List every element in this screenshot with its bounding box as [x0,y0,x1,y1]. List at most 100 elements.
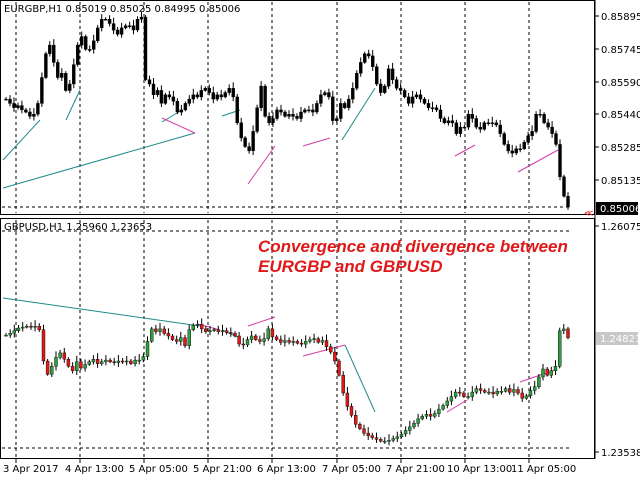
eurgbp-candle-body [562,176,566,197]
gbpusd-current-price: 1.24821 [600,334,640,345]
eurgbp-candle-body [115,29,120,35]
eurgbp-candle-body [470,113,474,119]
eurgbp-candle-body [550,126,554,134]
eurgbp-candle-body [107,19,112,24]
eurgbp-candle-body [159,90,164,104]
gbpusd-candle-body [149,328,154,342]
gbpusd-candle-body [129,360,133,364]
price-label: 0.85285 [601,143,640,154]
eurgbp-candle-body [458,126,463,134]
gbpusd-candle-body [516,389,520,394]
eurgbp-candle-body [143,16,148,80]
gbpusd-candle-body [79,361,83,369]
eurgbp-candle-body [291,113,295,117]
eurgbp-candle-body [542,113,546,123]
gbpusd-candle-body [474,388,479,393]
gbpusd-candle-body [37,326,41,331]
eurgbp-candle-body [434,107,439,111]
gbpusd-candle-body [70,366,75,371]
eurgbp-candle-body [83,36,88,50]
eurgbp-candle-body [271,118,275,124]
gbpusd-candle-body [154,328,158,332]
gbpusd-candle-body [4,334,8,337]
eurgbp-candle-body [398,88,403,91]
gbpusd-candle-body [304,341,308,345]
gbpusd-candle-body [116,360,121,363]
divergence-line [65,89,81,121]
gbpusd-candle-body [95,359,100,364]
eurgbp-candle-body [422,98,427,104]
eurgbp-candle-body [490,122,494,125]
gbpusd-candle-body [308,339,312,342]
gbpusd-candle-body [75,361,79,371]
eurgbp-candle-body [215,94,219,100]
gbpusd-candle-body [433,413,437,417]
time-label: 4 Apr 13:00 [65,464,124,475]
gbpusd-candle-body [104,359,108,363]
eurgbp-candle-body [56,62,60,78]
eurgbp-title: EURGBP,H1 0.85019 0.85025 0.84995 0.8500… [4,4,240,15]
eurgbp-candle-body [95,27,100,41]
eurgbp-candle-body [36,103,40,115]
eurgbp-candle-body [307,109,311,112]
time-label: 7 Apr 05:00 [322,464,381,475]
gbpusd-candle-body [299,342,304,345]
eurgbp-candle-body [510,150,514,154]
eurgbp-candle-body [502,133,506,145]
eurgbp-candle-body [518,148,522,150]
gbpusd-candle-body [145,341,150,357]
eurgbp-candle-body [339,103,343,119]
gbpusd-candle-body [491,391,495,395]
time-axis: 3 Apr 2017 4 Apr 13:00 5 Apr 05:00 5 Apr… [3,464,576,475]
gbpusd-candle-body [403,430,408,435]
gbpusd-candle-body [287,340,291,343]
gbpusd-candle-body [87,361,92,365]
gbpusd-candle-body [541,368,545,378]
gbpusd-candle-body [458,391,462,394]
gbpusd-candle-body [420,416,424,420]
top-panel-frame [0,0,595,215]
eurgbp-candle-body [68,83,72,91]
eurgbp-candle-body [16,105,20,108]
eurgbp-candle-body [131,25,136,31]
gbpusd-candle-body [320,340,325,343]
gbpusd-candle-body [449,396,454,402]
gbpusd-candle-body [408,426,412,431]
divergence-line [302,137,331,147]
gbpusd-candle-body [262,338,266,342]
eurgbp-candle-body [486,122,490,125]
eurgbp-candle-body [4,98,8,101]
price-label: 1.23538 [601,448,640,459]
eurgbp-candle-body [438,109,443,119]
gbpusd-candle-body [99,361,104,364]
eurgbp-candle-body [410,96,415,104]
gbpusd-candle-body [204,328,208,332]
gbpusd-candle-body [333,351,337,362]
eurgbp-candle-body [191,94,196,100]
gbpusd-candle-body [279,339,283,343]
eurgbp-candle-body [151,83,156,96]
gbpusd-candle-body [91,359,96,363]
gbpusd-candle-body [8,333,12,336]
eurgbp-candle-body [147,79,152,85]
divergence-line [341,87,376,141]
gbpusd-candle-body [112,361,116,363]
eurgbp-candle-body [558,144,562,177]
gbpusd-candle-body [495,391,499,395]
eurgbp-candle-body [390,68,395,80]
eurgbp-candle-body [566,195,570,208]
eurgbp-candle-body [426,103,431,108]
gbpusd-candle-body [316,338,320,343]
eurgbp-current-price-box [596,202,638,215]
gbpusd-candle-body [29,326,33,328]
gbpusd-candle-body [379,439,383,442]
gbpusd-candle-body [312,338,316,340]
price-label: 0.85135 [601,176,640,187]
eurgbp-candle-body [8,98,12,104]
gbpusd-candles [4,318,570,446]
eurgbp-candle-body [347,98,351,108]
eurgbp-candle-body [155,90,160,95]
eurgbp-candle-body [319,94,323,104]
annotation-line-2: EURGBP and GBPUSD [258,257,443,276]
